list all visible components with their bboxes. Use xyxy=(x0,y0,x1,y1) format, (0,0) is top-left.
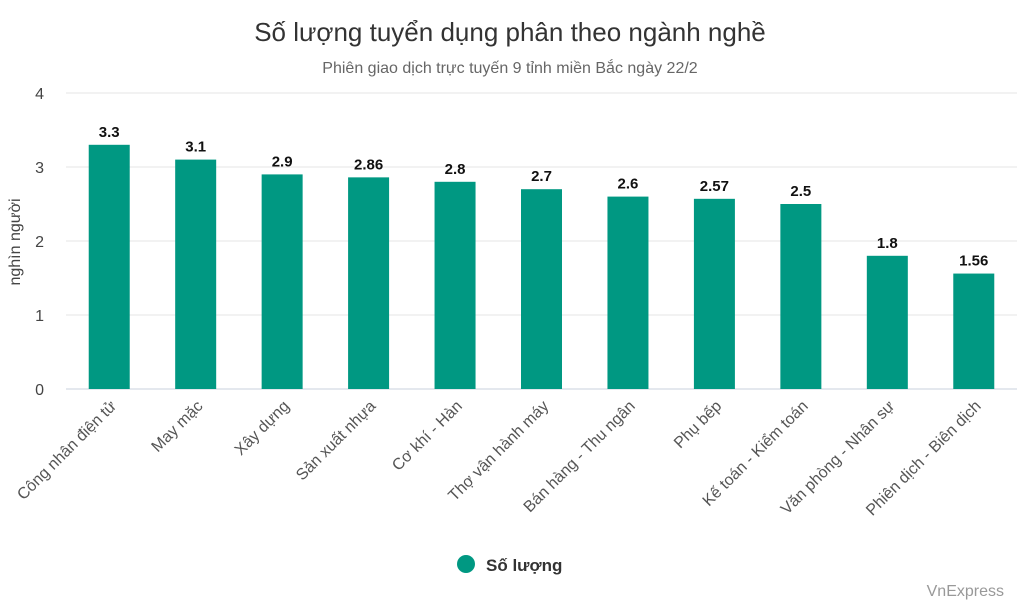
bars xyxy=(88,144,995,389)
y-tick-label: 1 xyxy=(35,308,44,325)
chart-title: Số lượng tuyển dụng phân theo ngành nghề xyxy=(254,17,766,47)
data-labels: 3.3 3.1 2.9 2.86 2.8 2.7 2.6 2.57 2.5 1.8 1.56 xyxy=(99,124,989,270)
data-label: 1.8 xyxy=(877,235,898,252)
data-label: 2.7 xyxy=(531,168,552,185)
data-label: 2.86 xyxy=(354,156,383,173)
y-axis-label: nghìn người xyxy=(7,198,24,285)
x-tick-label: Công nhân điện tử xyxy=(14,398,120,504)
data-label: 2.8 xyxy=(445,161,466,178)
y-axis-ticks: 0 1 2 3 4 xyxy=(35,86,44,399)
legend[interactable]: Số lượng xyxy=(457,555,562,575)
data-label: 3.3 xyxy=(99,124,120,141)
bar[interactable] xyxy=(780,204,822,389)
x-tick-label: Xây dựng xyxy=(232,398,293,459)
legend-label[interactable]: Số lượng xyxy=(486,556,562,575)
bar[interactable] xyxy=(88,144,130,389)
bar[interactable] xyxy=(175,159,217,389)
x-tick-label: Phụ bếp xyxy=(671,398,725,452)
data-label: 3.1 xyxy=(185,139,206,156)
x-tick-label: Cơ khí - Hàn xyxy=(389,398,466,475)
y-tick-label: 0 xyxy=(35,382,44,399)
y-tick-label: 4 xyxy=(35,86,44,103)
data-label: 2.5 xyxy=(790,183,811,200)
bar[interactable] xyxy=(434,181,476,389)
x-tick-label: May mặc xyxy=(149,398,207,456)
bar[interactable] xyxy=(607,196,649,389)
y-tick-label: 3 xyxy=(35,160,44,177)
chart-subtitle: Phiên giao dịch trực tuyến 9 tỉnh miền B… xyxy=(322,58,697,77)
legend-swatch[interactable] xyxy=(457,555,475,573)
data-label: 2.6 xyxy=(618,176,639,193)
data-label: 1.56 xyxy=(959,253,988,270)
bar[interactable] xyxy=(261,174,303,389)
y-tick-label: 2 xyxy=(35,234,44,251)
bar[interactable] xyxy=(953,273,995,389)
x-tick-label: Sản xuất nhựa xyxy=(293,398,379,484)
bar[interactable] xyxy=(521,189,562,389)
data-label: 2.9 xyxy=(272,153,293,170)
bar[interactable] xyxy=(348,177,390,389)
x-axis-ticks: Công nhân điện tử May mặc Xây dựng Sản xuất… xyxy=(14,397,984,519)
source-credit: VnExpress xyxy=(927,583,1004,600)
data-label: 2.57 xyxy=(700,178,729,195)
bar[interactable] xyxy=(866,255,908,389)
bar[interactable] xyxy=(693,198,735,389)
